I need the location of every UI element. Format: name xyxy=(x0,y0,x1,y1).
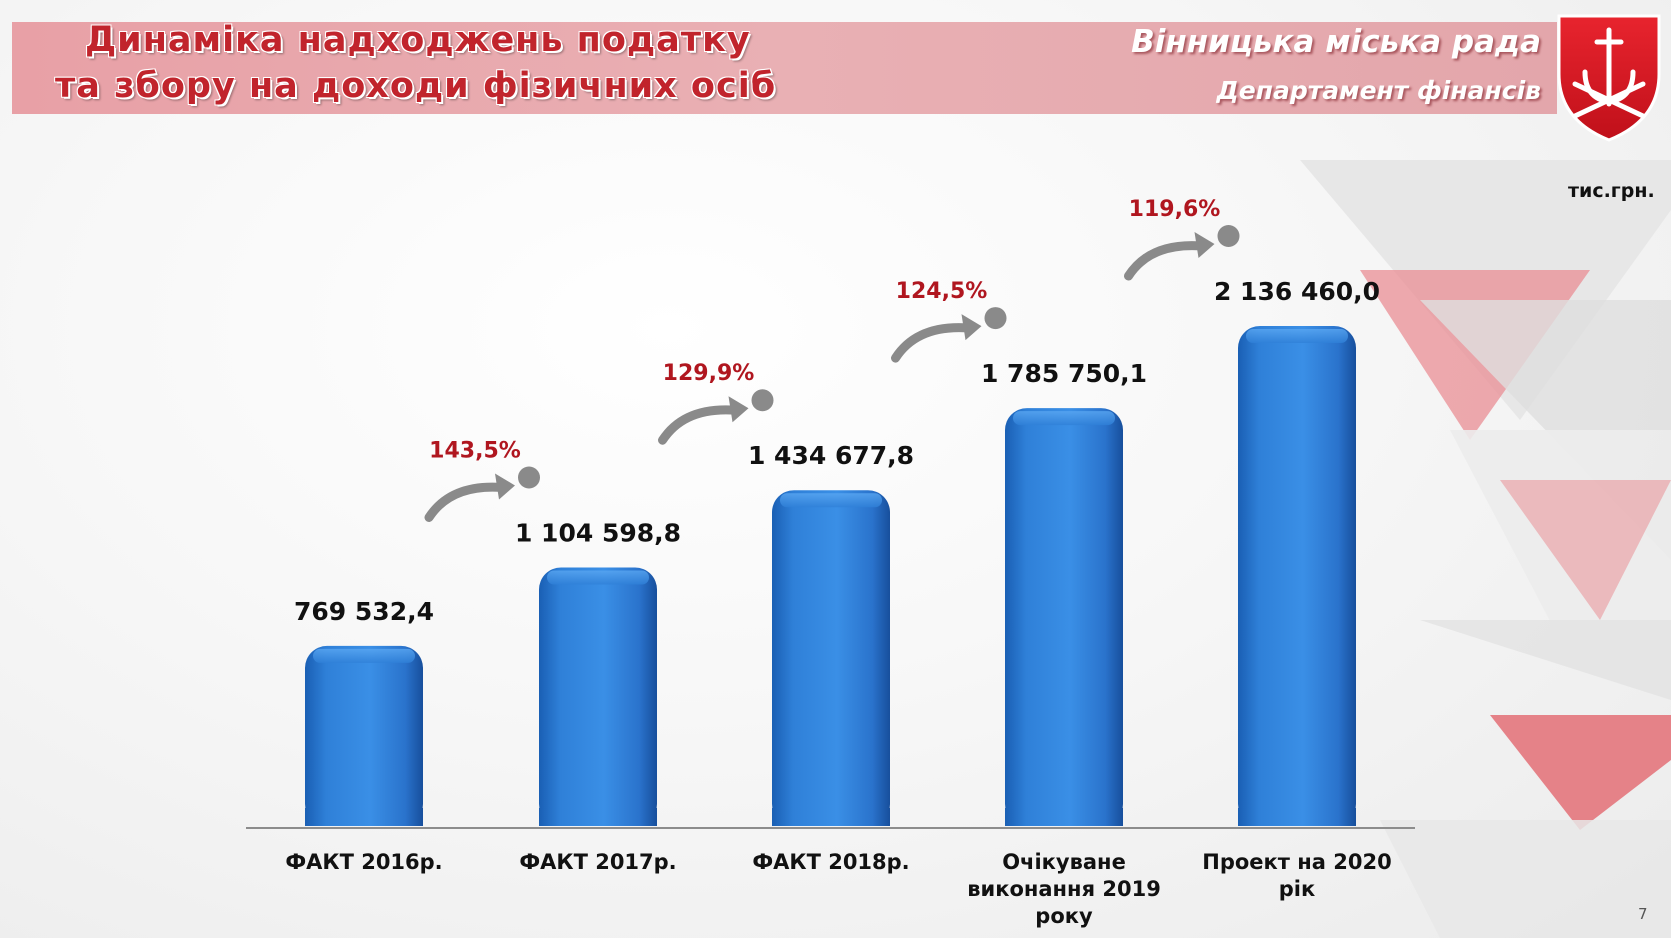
city-emblem-icon xyxy=(1557,14,1661,142)
growth-arrow xyxy=(658,389,774,445)
bar xyxy=(1238,326,1356,826)
category-label: виконання 2019 xyxy=(967,877,1161,901)
growth-arrow xyxy=(424,466,540,522)
page-number: 7 xyxy=(1638,905,1648,923)
growth-percent-label: 124,5% xyxy=(896,279,988,304)
bar xyxy=(305,645,423,826)
growth-arrow xyxy=(1124,225,1240,281)
category-label: ФАКТ 2017р. xyxy=(519,850,676,874)
growth-percent-label: 143,5% xyxy=(429,438,521,463)
category-label: Проект на 2020 xyxy=(1202,850,1391,874)
category-label: ФАКТ 2018р. xyxy=(752,850,909,874)
category-label: Очікуване xyxy=(1002,850,1126,874)
slide-title-line2: та збору на доходи фізичних осіб xyxy=(55,66,777,106)
bar-value-label: 1 785 750,1 xyxy=(981,359,1147,388)
department-name: Департамент фінансів xyxy=(1216,76,1541,105)
organization-name: Вінницька міська рада xyxy=(1131,24,1541,60)
bar xyxy=(539,567,657,826)
growth-percent-label: 129,9% xyxy=(663,361,755,386)
slide-title-line1: Динаміка надходжень податку xyxy=(85,20,751,60)
unit-label: тис.грн. xyxy=(1568,180,1655,202)
bar-value-label: 2 136 460,0 xyxy=(1214,277,1380,306)
category-label: ФАКТ 2016р. xyxy=(285,850,442,874)
bar-value-label: 1 104 598,8 xyxy=(515,518,681,547)
growth-arrow xyxy=(891,307,1007,363)
bar xyxy=(1005,408,1123,826)
bar xyxy=(772,490,890,826)
category-label: року xyxy=(1035,904,1093,928)
growth-percent-label: 119,6% xyxy=(1129,197,1221,222)
bar-value-label: 769 532,4 xyxy=(294,597,434,626)
category-label: рік xyxy=(1279,877,1315,901)
bar-value-label: 1 434 677,8 xyxy=(748,441,914,470)
header-band xyxy=(12,22,1557,114)
